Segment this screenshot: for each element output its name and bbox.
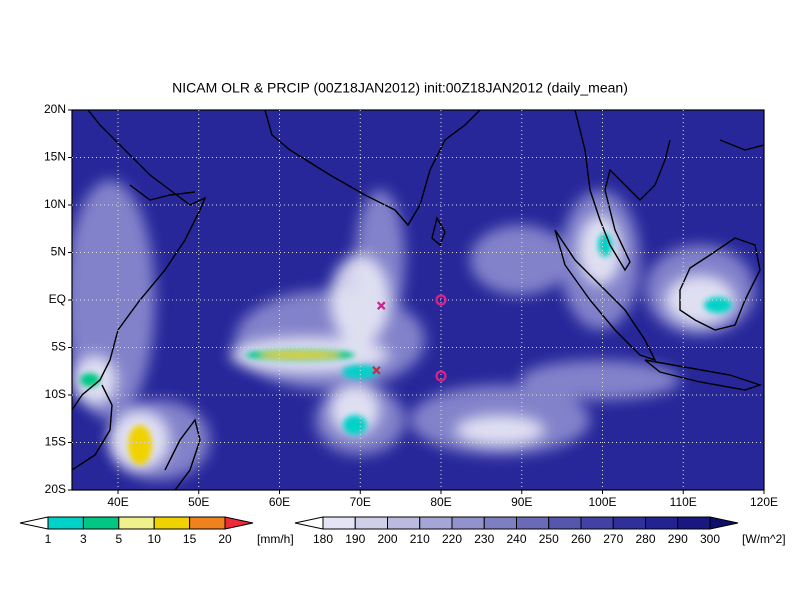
y-tick-label: 5S — [51, 340, 66, 354]
colorbar-swatch — [189, 516, 226, 530]
colorbar-label: 270 — [603, 532, 623, 546]
colorbar-swatch — [612, 516, 646, 530]
marker — [435, 370, 447, 382]
colorbar-label: 260 — [571, 532, 591, 546]
y-tick-label: 10N — [44, 197, 66, 211]
title: NICAM OLR & PRCIP (00Z18JAN2012) init:00… — [172, 80, 628, 96]
y-tick-label: 20N — [44, 102, 66, 116]
colorbar-swatch — [516, 516, 550, 530]
colorbar-swatch — [118, 516, 155, 530]
x-tick-label: 120E — [750, 495, 778, 509]
marker — [372, 366, 381, 375]
y-tick-label: 20S — [45, 482, 66, 496]
x-tick-label: 100E — [588, 495, 616, 509]
x-tick-label: 40E — [107, 495, 128, 509]
marker — [435, 294, 447, 306]
colorbar-swatch — [419, 516, 453, 530]
x-tick-label: 50E — [188, 495, 209, 509]
x-tick-label: 90E — [511, 495, 532, 509]
colorbar-swatch — [322, 516, 356, 530]
colorbar-swatch — [19, 516, 49, 530]
colorbar-swatch — [580, 516, 614, 530]
colorbar-label: 280 — [635, 532, 655, 546]
marker — [376, 301, 386, 310]
x-tick-label: 110E — [670, 495, 697, 509]
y-tick-label: 10S — [45, 387, 66, 401]
x-tick-label: 60E — [269, 495, 290, 509]
colorbar-label: 300 — [700, 532, 720, 546]
colorbar-swatch — [483, 516, 517, 530]
y-tick-label: 15N — [44, 150, 66, 164]
y-tick-label: 5N — [51, 245, 66, 259]
colorbar-label: 180 — [313, 532, 333, 546]
colorbar-swatch — [677, 516, 711, 530]
x-tick-label: 80E — [430, 495, 451, 509]
y-tick-label: EQ — [49, 292, 66, 306]
colorbar-label: 240 — [506, 532, 526, 546]
colorbar-unit: [mm/h] — [257, 532, 294, 546]
colorbar-swatch — [387, 516, 421, 530]
colorbar-swatch — [548, 516, 582, 530]
colorbar-label: 5 — [115, 532, 122, 546]
colorbar-swatch — [224, 516, 254, 530]
colorbar-label: 290 — [668, 532, 688, 546]
colorbar-label: 20 — [218, 532, 232, 546]
colorbar-label: 250 — [539, 532, 559, 546]
colorbar-swatch — [709, 516, 739, 530]
colorbar-label: 220 — [442, 532, 462, 546]
colorbar-unit: [W/m^2] — [742, 532, 786, 546]
colorbar-label: 210 — [410, 532, 430, 546]
colorbar-label: 3 — [80, 532, 87, 546]
colorbar-label: 15 — [183, 532, 197, 546]
colorbar-swatch — [82, 516, 120, 530]
colorbar-swatch — [451, 516, 485, 530]
colorbar-label: 190 — [345, 532, 365, 546]
colorbar-swatch — [153, 516, 191, 530]
cloud-field — [72, 180, 755, 480]
colorbar-label: 230 — [474, 532, 494, 546]
colorbar-label: 200 — [377, 532, 397, 546]
colorbar-label: 1 — [45, 532, 52, 546]
colorbar-swatch — [47, 516, 84, 530]
x-tick-label: 70E — [350, 495, 371, 509]
coastlines — [72, 110, 764, 490]
colorbar-label: 10 — [148, 532, 162, 546]
colorbar-swatch — [294, 516, 324, 530]
y-tick-label: 15S — [45, 435, 66, 449]
colorbar-swatch — [354, 516, 388, 530]
colorbar-swatch — [645, 516, 679, 530]
